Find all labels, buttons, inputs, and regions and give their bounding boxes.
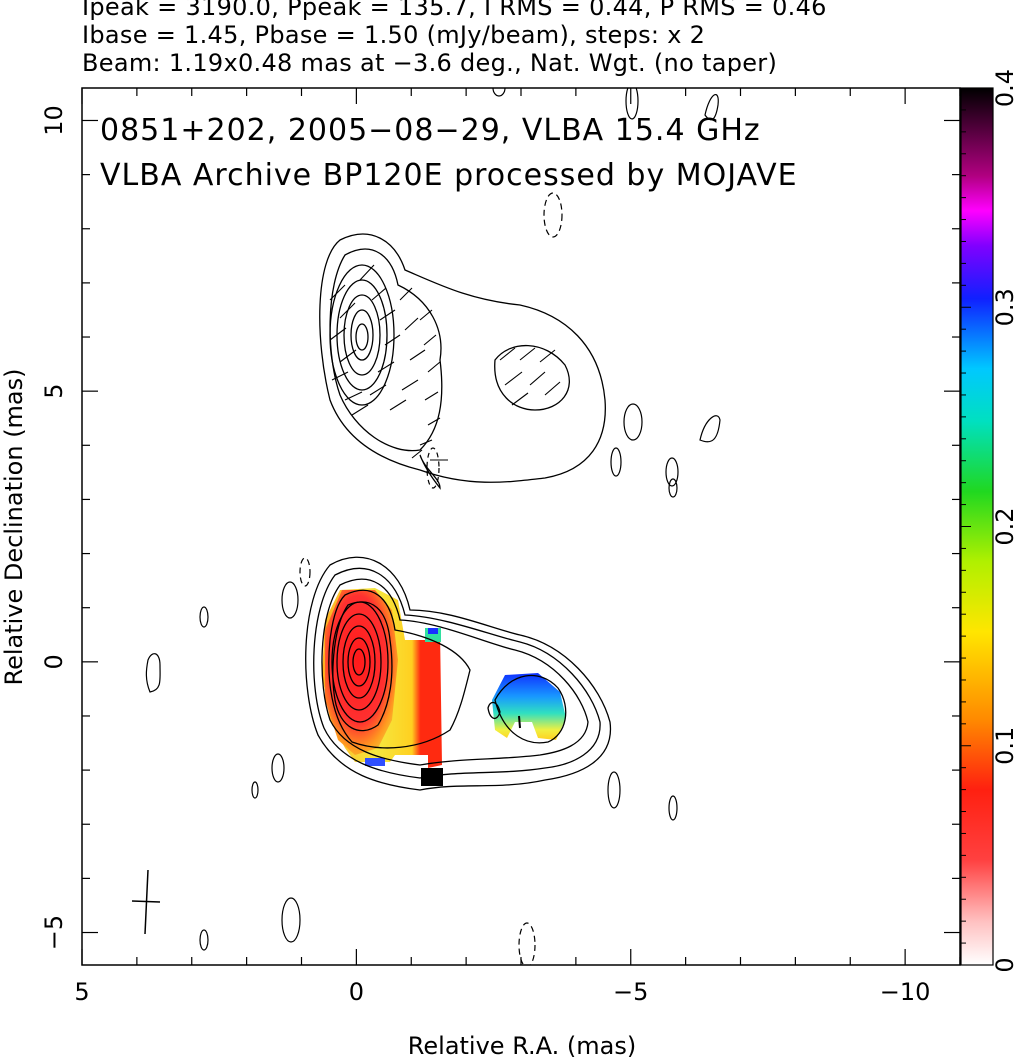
colorbar-tick-label: 0.1 bbox=[991, 727, 1019, 765]
image-layer bbox=[131, 88, 721, 965]
colorbar-axis: 0 0.1 0.2 0.3 0.4 bbox=[961, 69, 1019, 973]
header-line-1: Ipeak = 3190.0, Ppeak = 135.7, I RMS = 0… bbox=[82, 0, 827, 21]
y-tick-label: −5 bbox=[40, 915, 68, 950]
x-axis-title: Relative R.A. (mas) bbox=[408, 1032, 636, 1060]
y-tick-label: 0 bbox=[40, 654, 68, 669]
header-line-2: Ibase = 1.45, Pbase = 1.50 (mJy/beam), s… bbox=[82, 21, 706, 49]
colorbar-tick-label: 0.3 bbox=[991, 288, 1019, 326]
source-subtitle: VLBA Archive BP120E processed by MOJAVE bbox=[100, 158, 798, 193]
colorbar-tick-label: 0.4 bbox=[991, 69, 1019, 107]
colorbar-tick-label: 0 bbox=[991, 957, 1019, 972]
x-axis: 5 0 −5 −10 bbox=[74, 88, 961, 1006]
y-axis-title: Relative Declination (mas) bbox=[0, 368, 28, 685]
x-tick-label: 5 bbox=[74, 978, 89, 1006]
knot-polarization-fill bbox=[492, 673, 566, 740]
core-polarization-fill bbox=[325, 590, 398, 755]
x-tick-label: 0 bbox=[349, 978, 364, 1006]
header-line-3: Beam: 1.19x0.48 mas at −3.6 deg., Nat. W… bbox=[82, 49, 778, 77]
upper-contours bbox=[319, 233, 606, 490]
source-title: 0851+202, 2005−08−29, VLBA 15.4 GHz bbox=[100, 113, 761, 148]
plot-frame bbox=[81, 87, 961, 966]
y-axis: −5 0 5 10 bbox=[40, 105, 960, 950]
lower-contours bbox=[305, 556, 612, 791]
jet-edge-blue bbox=[428, 628, 438, 634]
x-tick-label: −10 bbox=[880, 978, 931, 1006]
beam-symbol bbox=[131, 869, 161, 935]
jet-edge-black bbox=[421, 768, 443, 786]
noise-contours bbox=[145, 88, 721, 965]
y-tick-label: 5 bbox=[40, 384, 68, 399]
y-tick-label: 10 bbox=[40, 105, 68, 136]
x-tick-label: −5 bbox=[613, 978, 648, 1006]
polarization-vectors bbox=[329, 264, 561, 461]
core-edge-blue bbox=[365, 758, 385, 766]
colorbar-tick-label: 0.2 bbox=[991, 507, 1019, 545]
